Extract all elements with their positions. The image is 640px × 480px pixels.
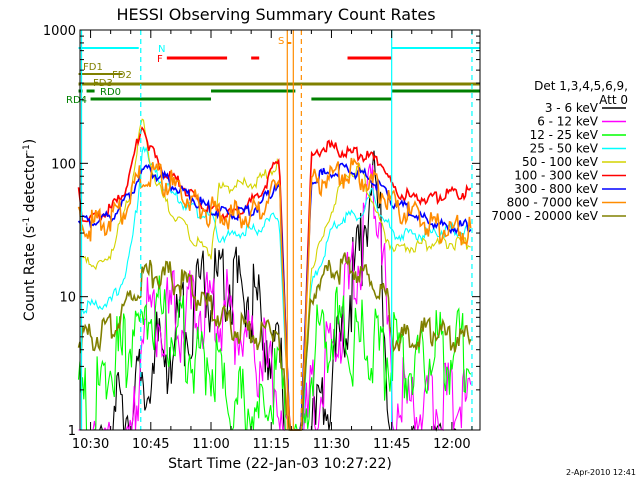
flag-label-fd3: FD3 [93,78,113,89]
legend-label-800-7000-kev: 800 - 7000 keV [507,196,599,210]
y-axis-label-end: ) [22,139,38,144]
x-tick-label-11-15: 11:15 [253,437,290,452]
legend-label-50-100-kev: 50 - 100 keV [522,155,599,169]
y-tick-label-1: 1 [68,424,76,439]
series-lines [77,118,472,432]
detector-label: Det 1,3,4,5,6,9, [534,79,628,93]
y-axis-label-exp1: -1 [22,217,32,226]
flag-bar-s [287,42,292,44]
footer-date: 2-Apr-2010 12:41 [566,468,636,477]
legend-label-300-800-kev: 300 - 800 keV [514,182,598,196]
attenuator-markers [80,30,473,430]
legend-label-25-50-kev: 25 - 50 keV [530,142,599,156]
x-tick-label-10-30: 10:30 [72,437,109,452]
y-tick-label-100: 100 [51,157,76,172]
y-tick-label-10: 10 [59,291,76,306]
attenuator-label: Att 0 [599,93,628,107]
x-tick-label-12-00: 12:00 [433,437,470,452]
flag-label-f: F [157,54,163,65]
x-tick-label-10-45: 10:45 [132,437,169,452]
series-7000-20000-kev [77,252,472,431]
y-axis-label-main: Count Rate (s [22,226,38,321]
y-axis-label-exp2: -1 [22,144,32,153]
flag-label-s: S [278,36,284,47]
series-100-300-kev [77,126,472,431]
flag-label-fd2: FD2 [112,70,132,81]
legend-label-7000-20000-kev: 7000 - 20000 keV [491,209,598,223]
axis-ticks: 10:30 10:45 11:00 11:15 11:30 11:45 12:00 1 10 10… [43,24,480,452]
flag-label-n: N [158,44,165,55]
flag-label-rd0: RD0 [100,87,121,98]
series-800-7000-kev [77,157,472,431]
x-axis-label: Start Time (22-Jan-03 10:27:22) [168,456,392,472]
plot-frame [79,29,481,431]
x-tick-label-11-00: 11:00 [192,437,229,452]
legend-label-6-12-kev: 6 - 12 keV [537,115,599,129]
series-300-800-kev [77,162,472,431]
series-12-25-kev [77,275,472,431]
legend-label-100-300-kev: 100 - 300 keV [514,169,598,183]
chart-title: HESSI Observing Summary Count Rates [116,5,435,24]
legend-label-12-25-kev: 12 - 25 keV [530,128,599,142]
x-tick-label-11-45: 11:45 [373,437,410,452]
x-tick-label-11-30: 11:30 [313,437,350,452]
y-tick-label-1000: 1000 [43,24,76,39]
legend-label-3-6-kev: 3 - 6 keV [545,101,599,115]
flag-label-fd1: FD1 [83,62,103,73]
y-axis-label-mid: detector [22,153,38,217]
y-axis-label: Count Rate (s-1 detector-1) [22,139,38,321]
flag-label-rd4: RD4 [66,95,87,106]
series-25-50-kev [81,146,472,431]
